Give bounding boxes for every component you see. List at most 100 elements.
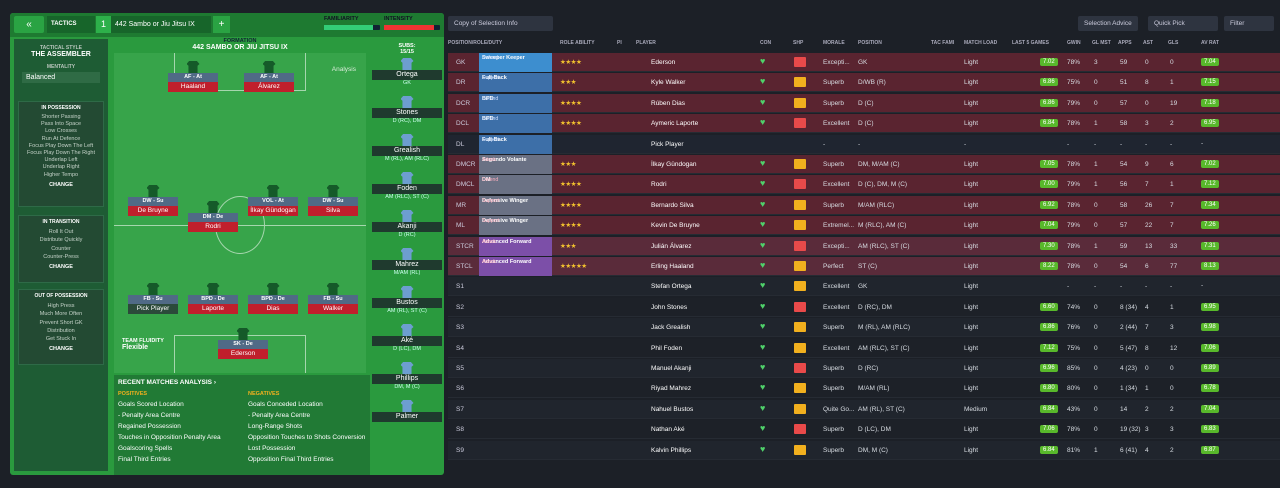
player-name[interactable]: İlkay Gündogan bbox=[651, 161, 697, 168]
player-name[interactable]: Silva bbox=[308, 206, 358, 216]
filter-button[interactable]: Filter bbox=[1224, 16, 1274, 31]
player-name[interactable]: Ederson bbox=[218, 349, 268, 359]
table-row[interactable]: GK Sweeper Keeper Defend ★★★★ Ederson ♥ Except… bbox=[448, 53, 1280, 72]
role-duty-cell[interactable]: BPD Defend bbox=[479, 114, 552, 134]
player-name[interactable]: Rodri bbox=[188, 222, 238, 232]
column-header[interactable]: GWIN bbox=[1067, 40, 1081, 46]
player-name[interactable]: Aymeric Laporte bbox=[651, 120, 699, 128]
role-duty-tag[interactable]: AF - At bbox=[168, 73, 218, 82]
pitch-player-slot[interactable]: DW - Su Silva bbox=[308, 185, 358, 216]
change-it-button[interactable]: CHANGE bbox=[49, 264, 73, 271]
role-duty-tag[interactable]: DW - Su bbox=[128, 197, 178, 206]
sub-name[interactable]: Palmer bbox=[372, 412, 442, 422]
tactic-number[interactable]: 1 bbox=[96, 16, 111, 33]
pitch-player-slot[interactable]: SK - De Ederson bbox=[218, 328, 268, 359]
table-row[interactable]: S6 Riyad Mahrez ♥ Superb M/AM (RL) Light 6.80 8… bbox=[448, 379, 1280, 399]
player-name[interactable]: İlkay Gündogan bbox=[248, 206, 298, 216]
player-name[interactable]: Dias bbox=[248, 304, 298, 314]
pitch-player-slot[interactable]: BPD - De Laporte bbox=[188, 283, 238, 314]
pitch-player-slot[interactable]: DM - De Rodri bbox=[188, 201, 238, 232]
player-name[interactable]: Kevin De Bruyne bbox=[651, 222, 700, 230]
player-name[interactable]: Nahuel Bustos bbox=[651, 405, 694, 413]
table-row[interactable]: S1 Stefan Ortega ♥ Excellent GK Light - - - - - - bbox=[448, 277, 1280, 297]
copy-selection-info-dropdown[interactable]: Copy of Selection Info bbox=[448, 16, 553, 31]
collapse-button[interactable]: « bbox=[14, 16, 44, 33]
player-name[interactable]: Pick Player bbox=[128, 304, 178, 314]
sub-name[interactable]: Stones bbox=[372, 108, 442, 118]
column-header[interactable]: GLS bbox=[1168, 40, 1179, 46]
pitch-player-slot[interactable]: BPD - De Dias bbox=[248, 283, 298, 314]
table-row[interactable]: DMCL DM Defend ★★★★ Rodri ♥ Excellent D (C), DM… bbox=[448, 175, 1280, 195]
column-header[interactable]: CON bbox=[760, 40, 772, 46]
sub-player[interactable]: Ortega GK bbox=[372, 58, 442, 94]
player-name[interactable]: Walker bbox=[308, 304, 358, 314]
tactics-label[interactable]: TACTICS bbox=[47, 16, 95, 33]
sub-player[interactable]: Palmer bbox=[372, 400, 442, 436]
role-duty-tag[interactable]: BPD - De bbox=[188, 295, 238, 304]
sub-name[interactable]: Bustos bbox=[372, 298, 442, 308]
pitch-player-slot[interactable]: AF - At Haaland bbox=[168, 61, 218, 92]
player-name[interactable]: Rúben Dias bbox=[651, 99, 685, 107]
recent-analysis-title[interactable]: RECENT MATCHES ANALYSIS › bbox=[118, 379, 216, 386]
sub-player[interactable]: Stones D (RC), DM bbox=[372, 96, 442, 132]
role-duty-cell[interactable]: DM Defend bbox=[479, 175, 552, 195]
mentality-select[interactable]: Balanced bbox=[22, 72, 100, 83]
role-duty-cell[interactable]: Defensive Winger Support bbox=[479, 195, 552, 215]
role-duty-cell[interactable]: Full-Back Support bbox=[479, 73, 552, 93]
sub-name[interactable]: Grealish bbox=[372, 146, 442, 156]
table-row[interactable]: S7 Nahuel Bustos ♥ Quite Go... AM (RL), ST (… bbox=[448, 399, 1280, 419]
table-row[interactable]: S5 Manuel Akanji ♥ Superb D (RC) Light 6.96 85%… bbox=[448, 359, 1280, 378]
player-name[interactable]: Phil Foden bbox=[651, 344, 683, 352]
selection-advice-button[interactable]: Selection Advice bbox=[1078, 16, 1138, 31]
pitch-player-slot[interactable]: VOL - At İlkay Gündogan bbox=[248, 185, 298, 216]
player-name[interactable]: Laporte bbox=[188, 304, 238, 314]
pitch-player-slot[interactable]: AF - At Álvarez bbox=[244, 61, 294, 92]
sub-name[interactable]: Akanji bbox=[372, 222, 442, 232]
column-header[interactable]: TAC FAMI bbox=[931, 40, 955, 46]
column-header[interactable]: LAST 5 GAMES bbox=[1012, 40, 1049, 46]
player-name[interactable]: Kalvin Phillips bbox=[651, 446, 692, 454]
player-name[interactable]: Jack Grealish bbox=[651, 324, 691, 332]
role-duty-tag[interactable]: SK - De bbox=[218, 340, 268, 349]
player-name[interactable]: Stefan Ortega bbox=[651, 283, 692, 291]
role-duty-tag[interactable]: VOL - At bbox=[248, 197, 298, 206]
player-name[interactable]: Rodri bbox=[651, 181, 667, 189]
sub-name[interactable]: Phillips bbox=[372, 374, 442, 384]
add-tactic-button[interactable]: + bbox=[213, 16, 230, 33]
table-row[interactable]: DCL BPD Defend ★★★★ Aymeric Laporte ♥ Excellen… bbox=[448, 114, 1280, 134]
role-duty-cell[interactable]: Sweeper Keeper Defend bbox=[479, 53, 552, 72]
sub-name[interactable]: Mahrez bbox=[372, 260, 442, 270]
table-row[interactable]: S8 Nathan Aké ♥ Superb D (LC), DM Light 7.06 78… bbox=[448, 420, 1280, 440]
table-row[interactable]: S3 Jack Grealish ♥ Superb M (RL), AM (RLC) Li… bbox=[448, 318, 1280, 338]
role-duty-tag[interactable]: AF - At bbox=[244, 73, 294, 82]
table-row[interactable]: S2 John Stones ♥ Excellent D (RC), DM Light 6.… bbox=[448, 297, 1280, 317]
player-name[interactable]: Ederson bbox=[651, 59, 676, 66]
role-duty-tag[interactable]: FB - Su bbox=[128, 295, 178, 304]
player-name[interactable]: Álvarez bbox=[244, 82, 294, 92]
column-header[interactable]: AST bbox=[1143, 40, 1153, 46]
pitch-player-slot[interactable]: FB - Su Pick Player bbox=[128, 283, 178, 314]
player-name[interactable]: Pick Player bbox=[651, 140, 684, 148]
player-name[interactable]: Manuel Akanji bbox=[651, 365, 692, 372]
role-duty-cell[interactable]: Advanced Forward Attack bbox=[479, 257, 552, 276]
column-header[interactable]: MATCH LOAD bbox=[964, 40, 998, 46]
pitch-player-slot[interactable]: DW - Su De Bruyne bbox=[128, 185, 178, 216]
table-row[interactable]: DCR BPD Defend ★★★★ Rúben Dias ♥ Superb D (C) Li… bbox=[448, 93, 1280, 113]
role-duty-tag[interactable]: DW - Su bbox=[308, 197, 358, 206]
table-row[interactable]: ML Defensive Winger Support ★★★★ Kevin De Br… bbox=[448, 216, 1280, 236]
tactic-name[interactable]: 442 Sambo or Jiu Jitsu IX bbox=[111, 16, 211, 33]
player-name[interactable]: Erling Haaland bbox=[651, 263, 694, 270]
column-header[interactable]: PLAYER bbox=[636, 40, 656, 46]
sub-name[interactable]: Aké bbox=[372, 336, 442, 346]
column-header[interactable]: APPS bbox=[1118, 40, 1132, 46]
table-row[interactable]: DMCR Segundo Volante Attack ★★★ İlkay Gündog… bbox=[448, 155, 1280, 174]
sub-player[interactable]: Phillips DM, M (C) bbox=[372, 362, 442, 398]
player-name[interactable]: Bernardo Silva bbox=[651, 201, 694, 209]
sub-player[interactable]: Bustos AM (RL), ST (C) bbox=[372, 286, 442, 322]
analysis-toggle[interactable]: Analysis bbox=[331, 66, 356, 73]
change-ip-button[interactable]: CHANGE bbox=[49, 181, 73, 188]
column-header[interactable]: GL MST bbox=[1092, 40, 1111, 46]
role-duty-tag[interactable]: DM - De bbox=[188, 213, 238, 222]
table-row[interactable]: S4 Phil Foden ♥ Excellent AM (RLC), ST (C) Li… bbox=[448, 338, 1280, 358]
column-header[interactable]: POSITION/ROLE/DUTY bbox=[448, 40, 503, 46]
